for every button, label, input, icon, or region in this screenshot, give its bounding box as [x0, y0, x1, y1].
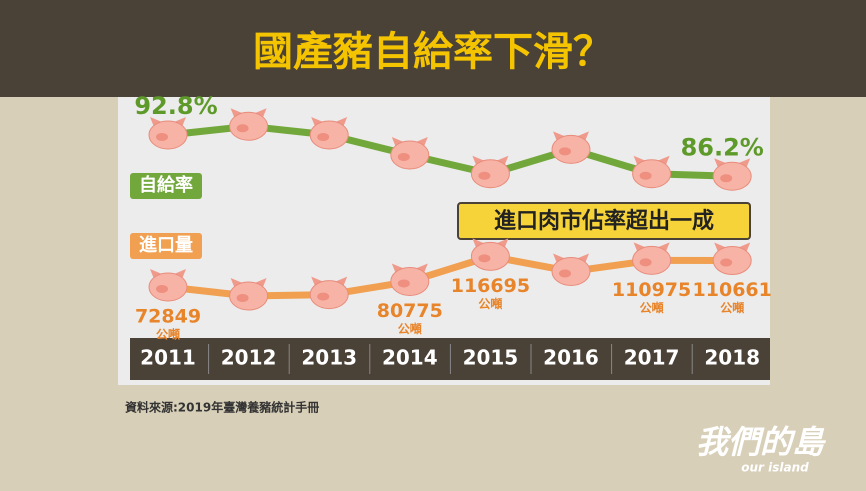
pig-head — [551, 257, 591, 286]
title: 國產豬自給率下滑？ — [253, 29, 613, 75]
pig-head — [309, 120, 349, 150]
x-tick-label: 2014 — [382, 346, 438, 370]
pig-ear — [633, 242, 670, 253]
x-tick-label: 2012 — [221, 346, 277, 370]
value-label: 86.2% — [681, 133, 764, 161]
pig — [470, 155, 510, 189]
source: 資料來源:2019年臺灣養豬統計手冊 — [125, 400, 319, 415]
value-unit: 公噸 — [720, 300, 744, 315]
x-tick-label: 2017 — [624, 346, 680, 370]
pig-snout — [720, 174, 733, 183]
x-tick-label: 2015 — [463, 346, 519, 370]
pig-snout — [397, 153, 410, 161]
pig — [309, 276, 349, 310]
pig-head — [712, 161, 752, 191]
legend-label: 進口量 — [139, 234, 193, 256]
value-unit: 公噸 — [156, 327, 180, 342]
pig — [470, 238, 510, 271]
value-label: 72849 — [135, 306, 201, 328]
pig-snout — [236, 294, 249, 302]
pig-head — [470, 241, 510, 271]
value-label: 110661 — [693, 279, 772, 301]
panel — [118, 97, 770, 385]
pig — [551, 253, 591, 286]
pig-snout — [156, 285, 168, 294]
pig-snout — [397, 279, 410, 288]
pig — [309, 117, 349, 150]
pig-head — [148, 120, 188, 150]
pig-head — [148, 272, 188, 302]
pig-head — [390, 140, 430, 170]
value-unit: 公噸 — [478, 296, 502, 311]
pig-head — [632, 159, 672, 189]
pig-ear — [553, 253, 589, 264]
x-tick-label: 2013 — [301, 346, 357, 370]
pig-ear — [553, 131, 589, 142]
pig-snout — [559, 269, 571, 278]
pig-snout — [317, 292, 330, 301]
pig — [632, 155, 672, 189]
pig-snout — [478, 254, 491, 263]
value-label: 80775 — [377, 300, 443, 322]
pig-snout — [317, 133, 330, 141]
annotation-box — [457, 202, 751, 240]
pig — [712, 242, 752, 276]
pig-head — [470, 159, 510, 189]
pig-snout — [236, 124, 249, 133]
value-label: 110975 — [612, 279, 691, 301]
pig — [148, 269, 188, 302]
pig-head — [551, 134, 591, 164]
annotation: 進口肉市佔率超出一成 — [494, 208, 714, 234]
pig — [632, 242, 672, 275]
pig — [551, 131, 591, 164]
brand: 我們的島 — [696, 423, 827, 461]
value-unit: 公噸 — [398, 321, 422, 336]
pig-ear — [714, 242, 751, 253]
x-tick-label: 2018 — [704, 346, 760, 370]
pig — [390, 137, 430, 170]
pig-head — [712, 246, 752, 276]
pig-head — [632, 245, 672, 275]
pig-snout — [639, 171, 652, 180]
x-tick-label: 2016 — [543, 346, 599, 370]
pig-snout — [156, 133, 168, 141]
pig-snout — [559, 147, 571, 156]
legend-label: 自給率 — [139, 174, 193, 196]
pig — [712, 158, 752, 191]
value-unit: 公噸 — [640, 300, 664, 315]
pig-head — [390, 266, 430, 296]
pig-head — [229, 111, 269, 141]
brand-sub: our island — [741, 461, 809, 475]
pig-snout — [639, 258, 652, 267]
legend-box — [130, 233, 202, 259]
legend-box — [130, 173, 202, 199]
pig — [148, 117, 188, 150]
value-label: 116695 — [451, 275, 530, 297]
value-label: 92.8% — [134, 92, 217, 120]
pig-snout — [720, 258, 733, 267]
header — [0, 0, 866, 97]
pig — [229, 108, 269, 141]
pig-head — [229, 281, 269, 311]
pig-head — [309, 280, 349, 310]
pig-ear — [714, 158, 751, 169]
x-tick-label: 2011 — [140, 346, 196, 370]
pig — [229, 278, 269, 311]
pig — [390, 263, 430, 296]
pig-snout — [478, 171, 491, 180]
pig-ear — [633, 155, 670, 166]
